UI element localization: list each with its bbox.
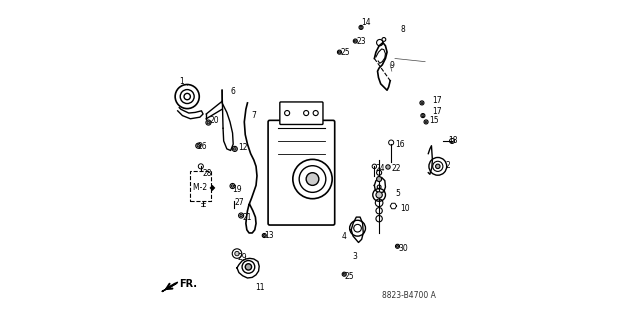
Circle shape bbox=[360, 26, 362, 28]
Text: 7: 7 bbox=[252, 111, 256, 120]
Text: 23: 23 bbox=[356, 36, 366, 45]
Text: M-2 ◆: M-2 ◆ bbox=[192, 182, 215, 191]
Text: 8: 8 bbox=[401, 25, 406, 34]
Text: 30: 30 bbox=[399, 244, 409, 253]
Circle shape bbox=[231, 185, 234, 187]
Circle shape bbox=[436, 164, 440, 169]
Circle shape bbox=[343, 273, 345, 275]
Text: 29: 29 bbox=[237, 253, 247, 262]
Text: 25: 25 bbox=[341, 48, 350, 57]
Polygon shape bbox=[162, 282, 177, 292]
Circle shape bbox=[396, 245, 399, 247]
Circle shape bbox=[235, 252, 239, 256]
Circle shape bbox=[386, 165, 390, 169]
Circle shape bbox=[425, 121, 427, 123]
Text: 16: 16 bbox=[396, 140, 405, 149]
Circle shape bbox=[339, 51, 341, 53]
Text: 14: 14 bbox=[361, 19, 371, 28]
Bar bbox=[191, 171, 211, 201]
Text: 10: 10 bbox=[401, 204, 411, 213]
Text: 8823-B4700 A: 8823-B4700 A bbox=[382, 291, 436, 300]
Circle shape bbox=[263, 235, 265, 236]
Circle shape bbox=[354, 40, 356, 42]
Text: 26: 26 bbox=[198, 142, 208, 151]
Circle shape bbox=[240, 214, 242, 217]
Circle shape bbox=[376, 192, 382, 198]
FancyBboxPatch shape bbox=[280, 102, 323, 124]
Text: 21: 21 bbox=[242, 212, 252, 222]
Text: 22: 22 bbox=[391, 164, 401, 173]
Text: 4: 4 bbox=[342, 232, 347, 241]
Text: 11: 11 bbox=[256, 283, 265, 292]
Circle shape bbox=[377, 177, 382, 181]
Text: 24: 24 bbox=[376, 164, 386, 173]
Circle shape bbox=[234, 148, 236, 150]
FancyBboxPatch shape bbox=[268, 120, 335, 225]
Circle shape bbox=[207, 121, 210, 124]
Text: 3: 3 bbox=[352, 252, 357, 261]
Polygon shape bbox=[374, 178, 386, 193]
Text: 1: 1 bbox=[179, 77, 184, 86]
Text: 2: 2 bbox=[445, 161, 450, 170]
Text: 18: 18 bbox=[448, 136, 458, 146]
Text: FR.: FR. bbox=[179, 279, 198, 289]
Text: 9: 9 bbox=[389, 61, 394, 70]
Text: 13: 13 bbox=[264, 231, 274, 240]
Text: 20: 20 bbox=[209, 116, 219, 125]
Text: 15: 15 bbox=[429, 116, 439, 125]
Text: 25: 25 bbox=[344, 272, 354, 281]
Circle shape bbox=[422, 115, 424, 116]
Text: 5: 5 bbox=[396, 189, 401, 198]
Text: 12: 12 bbox=[238, 143, 248, 152]
Text: 17: 17 bbox=[432, 96, 442, 105]
Circle shape bbox=[197, 144, 199, 147]
Polygon shape bbox=[237, 258, 259, 278]
Text: 6: 6 bbox=[231, 87, 236, 96]
Circle shape bbox=[245, 264, 252, 270]
Text: 28: 28 bbox=[202, 169, 212, 178]
Text: 27: 27 bbox=[235, 198, 244, 207]
Circle shape bbox=[306, 173, 319, 185]
Circle shape bbox=[421, 102, 423, 104]
Polygon shape bbox=[351, 217, 363, 243]
Text: 19: 19 bbox=[232, 185, 242, 194]
Text: 17: 17 bbox=[432, 107, 442, 116]
